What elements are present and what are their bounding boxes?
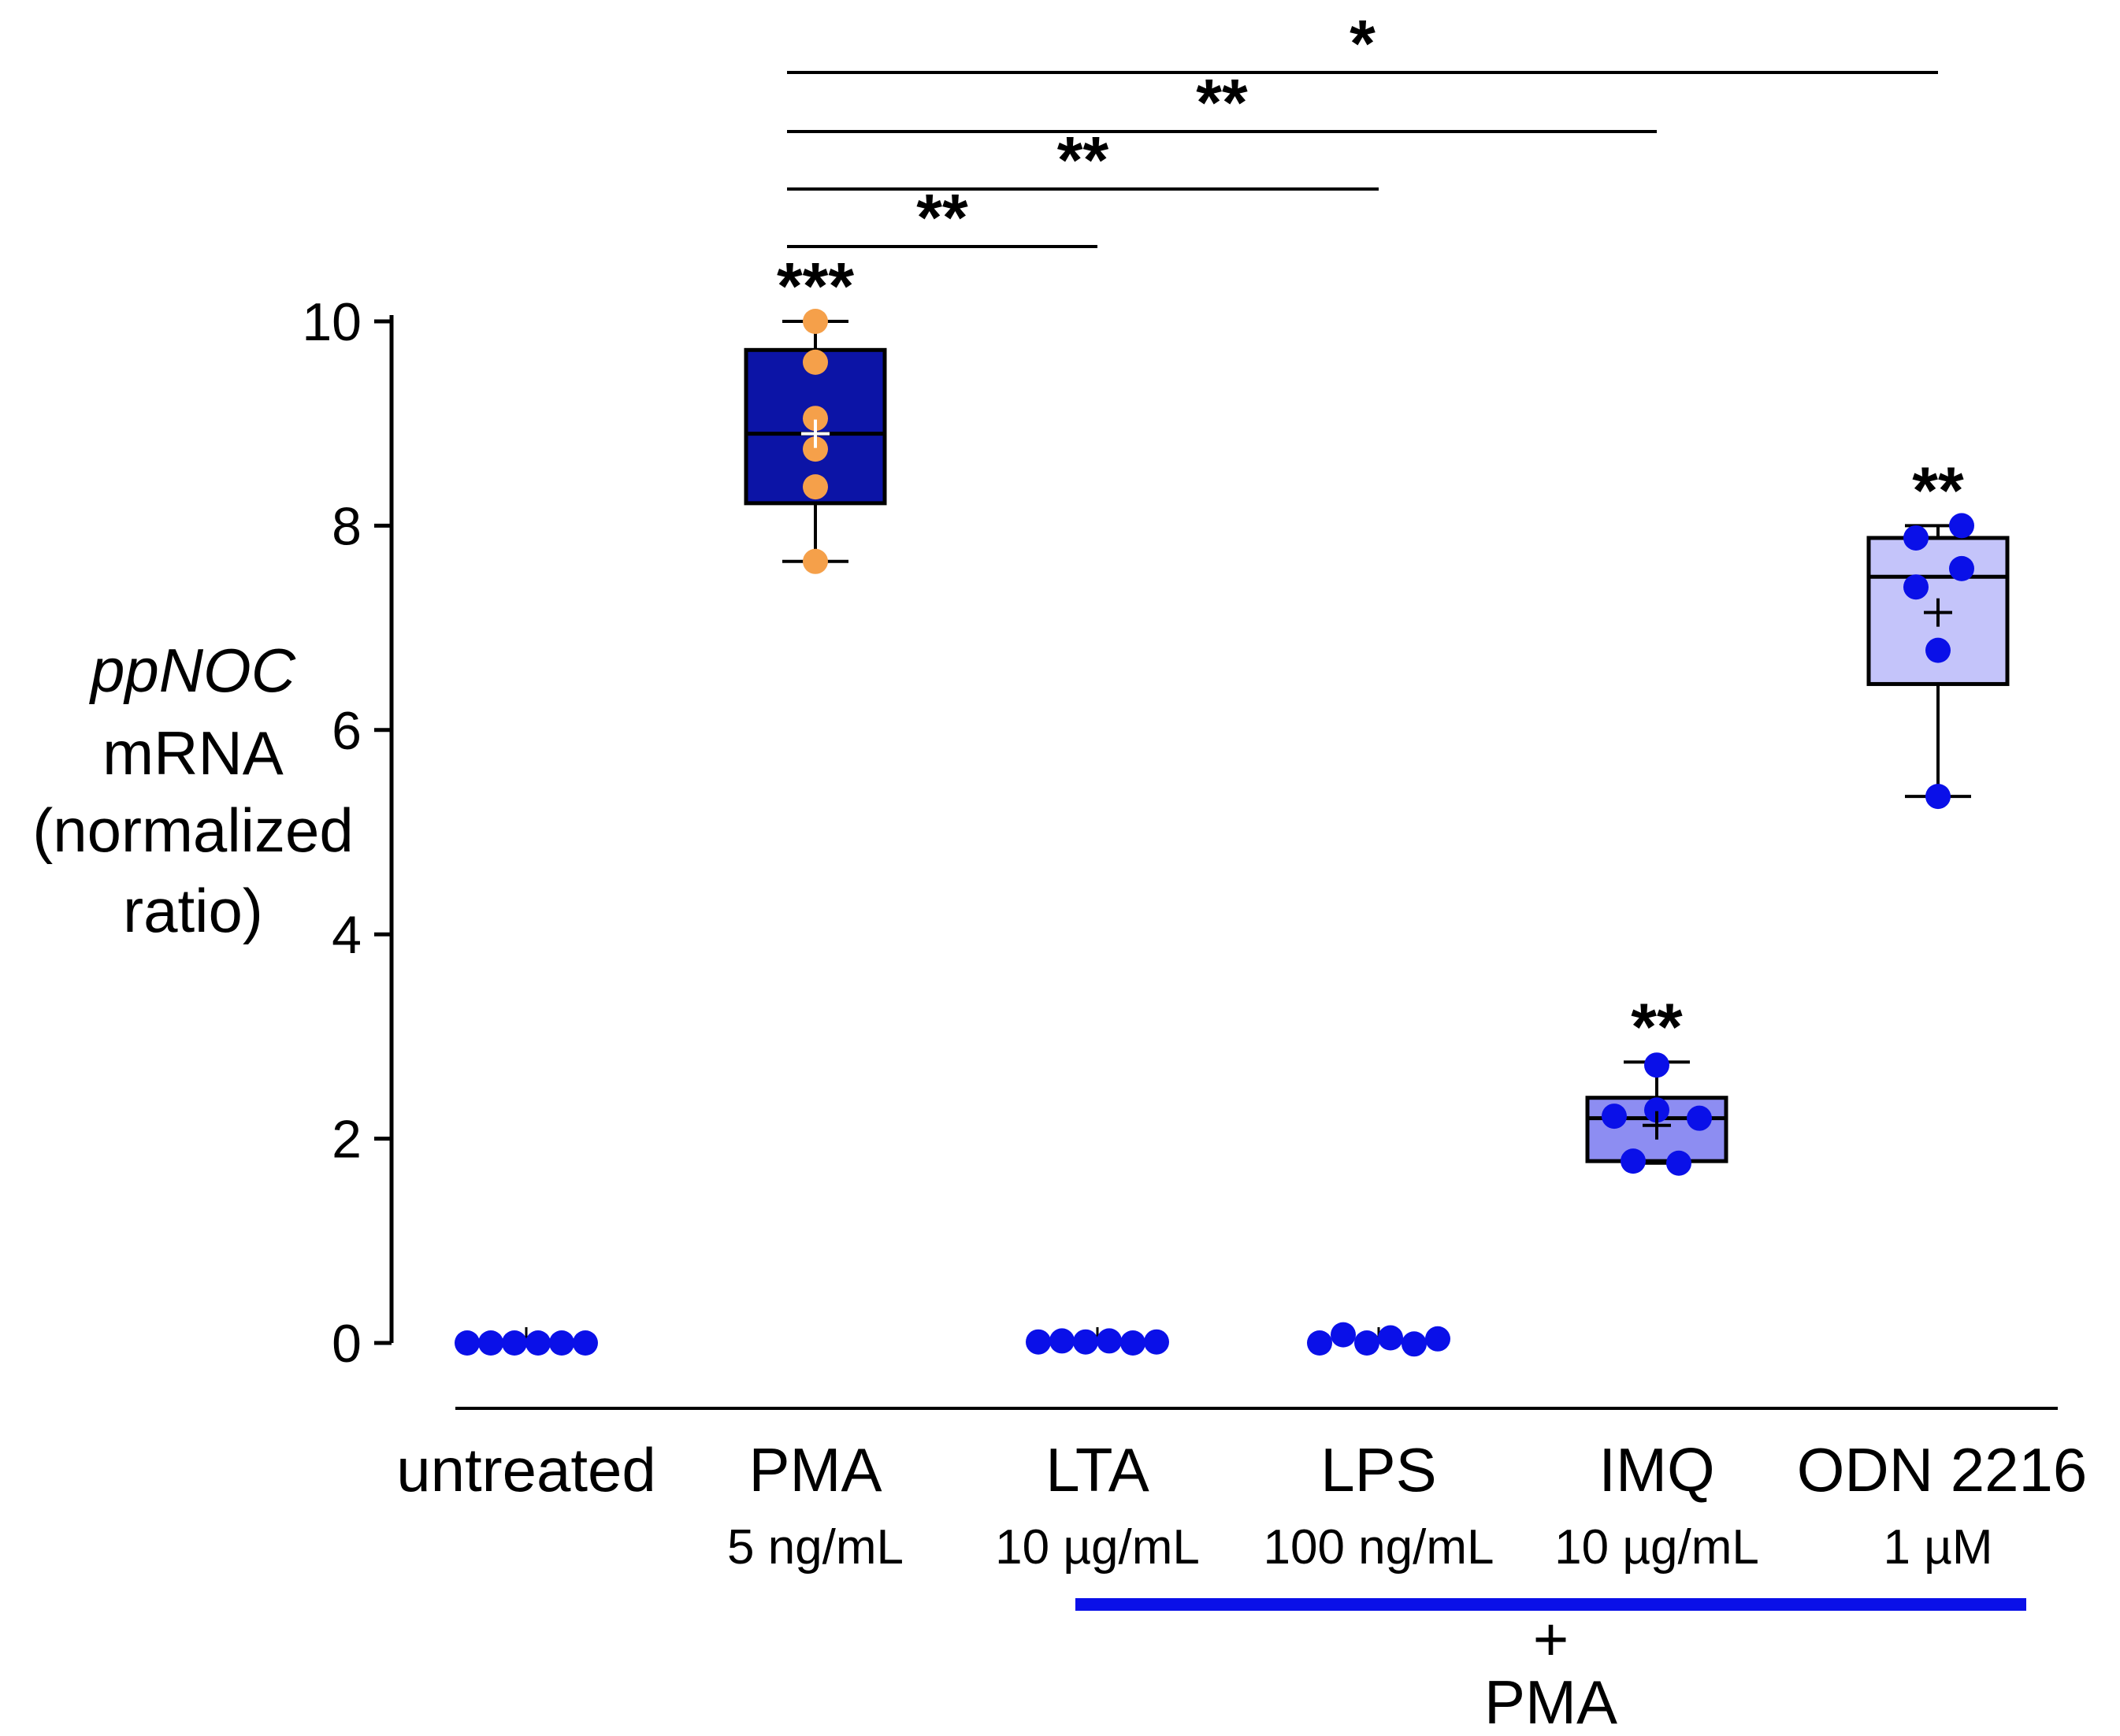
data-point (1602, 1104, 1627, 1130)
group-imq: ** (1585, 989, 1728, 1176)
data-point (1666, 1150, 1691, 1176)
comparison-label: * (1350, 6, 1376, 80)
x-label-lps: LPS (1320, 1435, 1436, 1504)
data-point (1049, 1328, 1075, 1354)
data-point (1925, 784, 1951, 810)
data-point (573, 1330, 598, 1356)
group-lps (1307, 1322, 1450, 1357)
data-point (1307, 1330, 1332, 1356)
y-tick-label-6: 6 (332, 701, 362, 761)
comparison-pma-vs-lta: ** (787, 180, 1097, 254)
data-point (1144, 1329, 1169, 1355)
data-point (1644, 1097, 1669, 1123)
data-point (525, 1330, 551, 1356)
data-point (803, 309, 828, 334)
data-point (455, 1330, 480, 1356)
data-point (1378, 1325, 1403, 1351)
x-label-untreated: untreated (396, 1435, 656, 1504)
group-pma: *** (744, 249, 887, 574)
data-point (803, 436, 828, 462)
comparison-pma-vs-odn-2216: * (787, 6, 1938, 80)
y-tick-label-8: 8 (332, 496, 362, 556)
x-label-imq: IMQ (1598, 1435, 1714, 1504)
data-point (803, 406, 828, 432)
data-point (803, 548, 828, 574)
data-point (1402, 1331, 1427, 1357)
data-point (803, 474, 828, 500)
y-tick-label-10: 10 (302, 292, 362, 352)
y-axis-label: ppNOC mRNA (normalized ratio) (32, 636, 353, 945)
data-point (1903, 574, 1929, 600)
data-point (1687, 1105, 1712, 1131)
significance-marker: ** (1912, 453, 1964, 527)
comparison-pma-vs-lps: ** (787, 123, 1379, 197)
data-point (1097, 1328, 1122, 1354)
dose-label-lps: 100 ng/mL (1264, 1520, 1494, 1575)
comparison-pma-vs-imq: ** (787, 65, 1657, 139)
group-untreated (455, 1327, 598, 1356)
data-point (1354, 1330, 1379, 1356)
dose-label-pma: 5 ng/mL (727, 1520, 904, 1575)
data-point (478, 1330, 503, 1356)
data-point (1949, 513, 1974, 539)
bracket-plus: + (1533, 1604, 1569, 1674)
data-point (1425, 1326, 1450, 1352)
comparison-label: ** (1196, 65, 1248, 139)
groups: ******* (455, 249, 2010, 1357)
y-axis-label-line-3: (normalized (32, 796, 353, 865)
data-point (549, 1330, 574, 1356)
data-point (1331, 1322, 1356, 1348)
y-tick-label-0: 0 (332, 1314, 362, 1374)
y-axis: 0 2 4 6 8 10 (302, 292, 394, 1374)
data-point (1949, 555, 1974, 581)
y-axis-label-line-2: mRNA (102, 718, 284, 788)
x-label-lta: LTA (1045, 1435, 1149, 1504)
x-label-pma: PMA (748, 1435, 882, 1504)
pma-bracket: +PMA (1075, 1598, 2026, 1736)
data-point (1026, 1329, 1051, 1355)
x-label-odn-2216: ODN 2216 (1797, 1435, 2088, 1504)
dose-label-lta: 10 µg/mL (995, 1520, 1200, 1575)
data-point (1120, 1330, 1145, 1356)
dose-label-odn-2216: 1 µM (1883, 1520, 1992, 1575)
data-point (1644, 1052, 1669, 1078)
x-axis: untreated PMA 5 ng/mL LTA 10 µg/mL LPS 100 ng/… (396, 1407, 2088, 1575)
y-tick-label-2: 2 (332, 1110, 362, 1170)
y-tick-label-4: 4 (332, 905, 362, 965)
data-point (803, 349, 828, 375)
significance-marker: *** (777, 249, 854, 323)
group-lta (1026, 1327, 1169, 1356)
data-point (1903, 525, 1929, 551)
group-odn-2216: ** (1866, 453, 2010, 810)
y-axis-label-line-4: ratio) (123, 876, 263, 945)
bracket-label: PMA (1484, 1667, 1617, 1736)
data-point (1073, 1329, 1098, 1355)
data-point (1925, 637, 1951, 663)
significance-marker: ** (1631, 989, 1683, 1063)
comparison-label: ** (1057, 123, 1109, 197)
data-point (502, 1330, 527, 1356)
comparison-label: ** (916, 180, 968, 254)
dose-label-imq: 10 µg/mL (1554, 1520, 1759, 1575)
data-point (1621, 1148, 1646, 1174)
y-axis-label-line-1: ppNOC (89, 636, 296, 705)
comparison-bars: ******* (787, 6, 1938, 254)
